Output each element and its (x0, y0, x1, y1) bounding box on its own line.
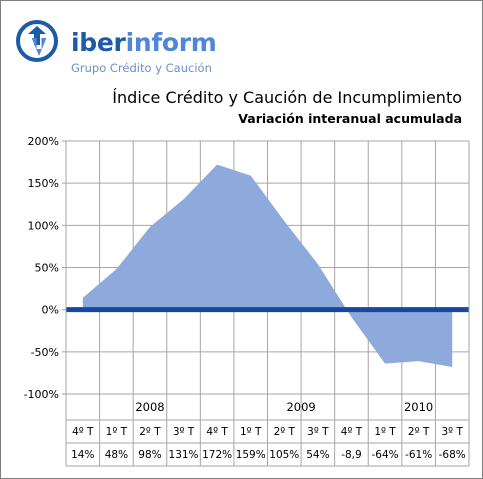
value-label: 54% (306, 449, 329, 461)
year-label: 2009 (286, 400, 315, 414)
value-label: -8,9 (341, 449, 362, 461)
brand-tagline: Grupo Crédito y Caución (71, 61, 212, 75)
quarter-label: 3º T (307, 426, 329, 438)
y-tick-label: 50% (35, 262, 59, 275)
circular-arrows-icon (16, 20, 58, 62)
quarter-label: 1º T (240, 426, 262, 438)
y-tick-label: 200% (28, 135, 59, 148)
quarter-label: 3º T (173, 426, 195, 438)
value-label: 14% (71, 449, 94, 461)
chart-subtitle: Variación interanual acumulada (238, 111, 462, 126)
y-tick-label: 0% (42, 304, 59, 317)
quarter-label: 4º T (341, 426, 363, 438)
value-label: 105% (269, 449, 299, 461)
brand-name-light: inform (125, 28, 217, 57)
value-label: -64% (371, 449, 398, 461)
quarter-label: 1º T (374, 426, 396, 438)
value-label: -61% (405, 449, 432, 461)
y-tick-label: 100% (28, 219, 59, 232)
brand-name: iberinform (71, 28, 217, 57)
chart-title: Índice Crédito y Caución de Incumplimien… (112, 88, 462, 107)
quarter-label: 3º T (442, 426, 464, 438)
value-label: 48% (105, 449, 128, 461)
y-tick-label: 150% (28, 177, 59, 190)
quarter-label: 2º T (408, 426, 430, 438)
value-label: 159% (236, 449, 266, 461)
value-label: -68% (439, 449, 466, 461)
value-label: 131% (169, 449, 199, 461)
y-tick-label: -100% (24, 388, 59, 401)
value-label: 98% (138, 449, 161, 461)
area-series (82, 164, 453, 368)
quarter-label: 2º T (139, 426, 161, 438)
quarter-label: 4º T (72, 426, 94, 438)
quarter-label: 1º T (106, 426, 128, 438)
brand-name-bold: iber (71, 28, 126, 57)
y-tick-label: -50% (31, 346, 59, 359)
quarter-label: 2º T (274, 426, 296, 438)
year-label: 2010 (404, 400, 433, 414)
quarter-label: 4º T (206, 426, 228, 438)
value-label: 172% (202, 449, 232, 461)
year-label: 2008 (135, 400, 164, 414)
